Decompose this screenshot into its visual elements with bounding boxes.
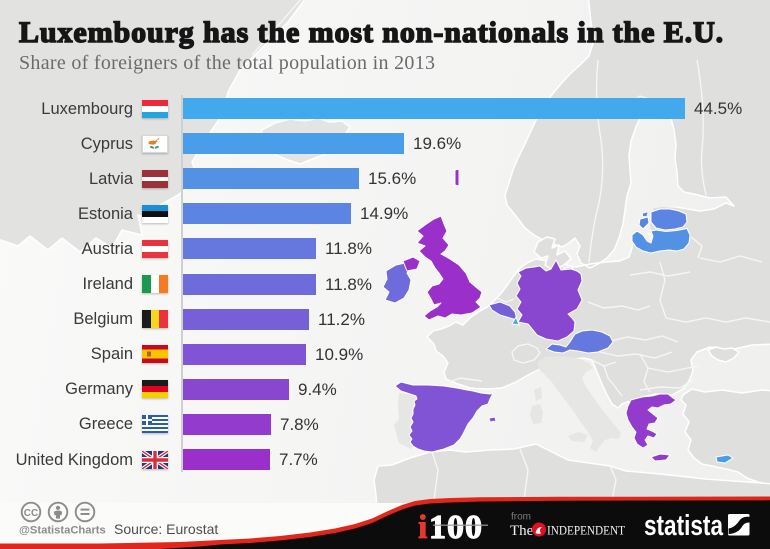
- svg-text:Source: Eurostat: Source: Eurostat: [114, 521, 218, 537]
- svg-text:CC: CC: [24, 508, 38, 519]
- svg-text:statista: statista: [644, 510, 724, 542]
- svg-text:i: i: [418, 509, 427, 546]
- svg-text:100: 100: [429, 509, 483, 546]
- svg-text:INDEPENDENT: INDEPENDENT: [547, 524, 625, 538]
- svg-text:@StatistaCharts: @StatistaCharts: [19, 525, 106, 537]
- svg-text:The: The: [510, 523, 534, 539]
- svg-text:from: from: [511, 512, 531, 523]
